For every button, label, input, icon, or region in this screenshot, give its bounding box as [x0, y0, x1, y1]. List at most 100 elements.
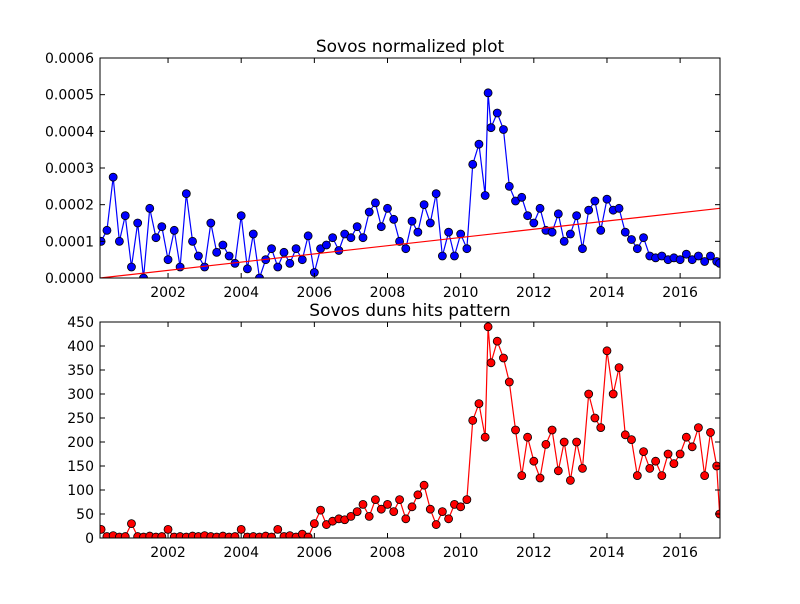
point: [425, 504, 435, 514]
point: [383, 499, 392, 509]
axes-frame: [99, 321, 721, 539]
point: [517, 471, 527, 481]
point: [218, 240, 228, 250]
point: [535, 473, 545, 483]
y-tick-label: 200: [67, 435, 94, 451]
point: [364, 512, 374, 521]
point: [504, 181, 514, 191]
point: [483, 322, 493, 332]
point: [468, 159, 478, 169]
point: [596, 423, 606, 433]
point: [358, 499, 368, 509]
point: [553, 466, 563, 476]
point: [431, 520, 441, 529]
point: [206, 218, 216, 228]
x-tick-label: 2010: [443, 545, 479, 561]
point: [584, 205, 594, 215]
point: [352, 222, 362, 232]
point: [279, 247, 289, 257]
point: [389, 507, 399, 517]
x-tick-label: 2016: [662, 545, 698, 561]
point: [584, 389, 594, 399]
point: [230, 532, 240, 538]
point: [322, 240, 331, 250]
point: [523, 211, 532, 221]
chart-title: Sovos normalized plot: [316, 37, 505, 57]
plot-area: [100, 322, 720, 538]
point: [547, 425, 557, 435]
point: [620, 227, 630, 237]
point: [376, 222, 386, 232]
point: [389, 214, 399, 224]
point: [181, 189, 191, 199]
y-tick-label: 300: [67, 387, 94, 403]
point: [535, 203, 545, 213]
x-tick-label: 2008: [370, 545, 406, 561]
point: [419, 480, 429, 490]
point: [547, 227, 557, 237]
point: [407, 216, 417, 226]
point: [309, 519, 319, 528]
y-tick-label: 0.0005: [45, 88, 94, 104]
point: [553, 209, 563, 219]
point: [120, 211, 130, 221]
point: [578, 463, 587, 473]
point: [100, 524, 106, 534]
x-tick-label: 2014: [589, 285, 625, 301]
point: [407, 502, 417, 512]
point: [632, 244, 642, 254]
point: [163, 524, 173, 534]
point: [657, 471, 667, 481]
point: [243, 264, 252, 274]
point: [681, 432, 691, 442]
point: [627, 435, 636, 445]
point: [483, 88, 493, 98]
y-tick-label: 50: [76, 507, 94, 523]
point: [157, 222, 167, 232]
point: [224, 251, 234, 261]
point: [212, 247, 222, 257]
point: [255, 273, 264, 278]
point: [706, 251, 715, 261]
fit-line: [100, 207, 720, 278]
point: [431, 189, 441, 199]
point: [102, 225, 112, 235]
point: [559, 236, 569, 246]
point: [236, 211, 246, 221]
y-tick-label: 0.0002: [45, 198, 94, 214]
point: [267, 532, 276, 538]
point: [437, 507, 447, 517]
point: [572, 437, 582, 447]
point: [462, 495, 472, 505]
point: [663, 449, 673, 459]
y-tick-label: 0.0001: [45, 234, 94, 250]
point: [450, 251, 459, 261]
y-tick-label: 0: [85, 531, 94, 547]
point: [608, 389, 618, 399]
point: [559, 437, 569, 447]
x-tick-label: 2002: [150, 545, 186, 561]
point: [700, 257, 710, 266]
point: [565, 475, 575, 485]
point: [499, 125, 508, 134]
point: [151, 233, 161, 243]
point: [364, 207, 374, 217]
point: [145, 203, 155, 213]
point: [572, 211, 582, 221]
point: [486, 123, 496, 133]
point: [346, 233, 356, 243]
point: [517, 192, 527, 202]
x-tick-label: 2010: [443, 285, 479, 301]
y-tick-label: 0.0000: [45, 271, 94, 287]
axes-frame: [99, 57, 721, 279]
point: [602, 194, 612, 204]
x-tick-label: 2016: [662, 285, 698, 301]
point: [437, 251, 447, 261]
y-tick-label: 150: [67, 459, 94, 475]
point: [193, 251, 203, 261]
point: [474, 139, 484, 149]
point: [694, 423, 703, 433]
x-tick-label: 2006: [297, 545, 333, 561]
point: [492, 336, 502, 346]
point: [541, 439, 551, 449]
